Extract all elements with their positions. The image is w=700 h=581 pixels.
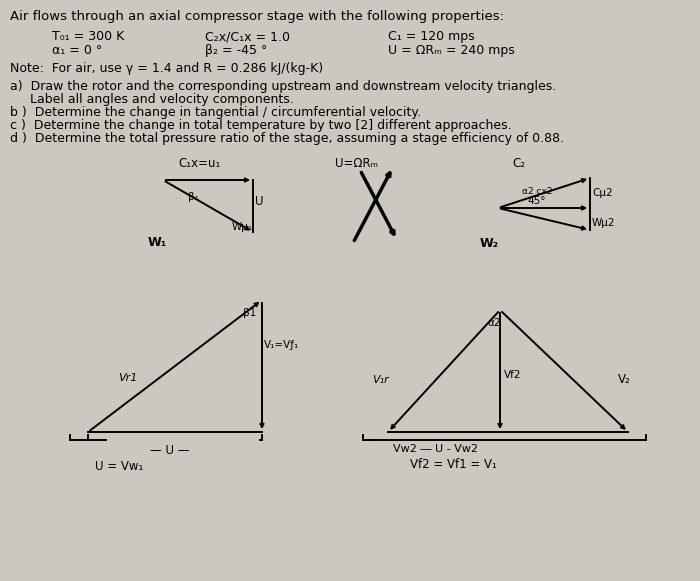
Text: T₀₁ = 300 K: T₀₁ = 300 K [52,30,125,43]
Text: — U —: — U — [150,444,190,457]
Text: V₂: V₂ [618,373,631,386]
Text: C₂x/C₁x = 1.0: C₂x/C₁x = 1.0 [205,30,290,43]
Text: 45°: 45° [527,196,545,206]
Text: Air flows through an axial compressor stage with the following properties:: Air flows through an axial compressor st… [10,10,504,23]
Text: Cμ2: Cμ2 [592,188,612,198]
Text: c )  Determine the change in total temperature by two [2] different approaches.: c ) Determine the change in total temper… [10,119,512,132]
Text: U=ΩRₘ: U=ΩRₘ [335,157,378,170]
Text: d )  Determine the total pressure ratio of the stage, assuming a stage efficienc: d ) Determine the total pressure ratio o… [10,132,564,145]
Text: α2 cx2: α2 cx2 [522,187,552,196]
Text: Note:  For air, use γ = 1.4 and R = 0.286 kJ/(kg-K): Note: For air, use γ = 1.4 and R = 0.286… [10,62,323,75]
Text: Vf2: Vf2 [504,370,522,380]
Text: C₁ = 120 mps: C₁ = 120 mps [388,30,475,43]
Text: U: U [255,195,263,208]
Text: β₂ = -45 °: β₂ = -45 ° [205,44,267,57]
Text: W₁: W₁ [148,236,167,249]
Text: V₁r: V₁r [372,375,389,385]
Text: Vw2 ― U - Vw2: Vw2 ― U - Vw2 [393,444,478,454]
Text: Label all angles and velocity components.: Label all angles and velocity components… [10,93,294,106]
Text: V₁=Vƒ₁: V₁=Vƒ₁ [264,340,300,350]
Text: a)  Draw the rotor and the corresponding upstream and downstream velocity triang: a) Draw the rotor and the corresponding … [10,80,556,93]
Text: Wμ₁: Wμ₁ [232,222,253,232]
Text: β1: β1 [243,308,256,318]
Text: b )  Determine the change in tangential / circumferential velocity.: b ) Determine the change in tangential /… [10,106,421,119]
Text: U = ΩRₘ = 240 mps: U = ΩRₘ = 240 mps [388,44,514,57]
Text: C₂: C₂ [512,157,525,170]
Text: α2: α2 [487,318,500,328]
Text: U = Vw₁: U = Vw₁ [95,460,144,473]
Text: W₂: W₂ [480,237,499,250]
Text: β₁: β₁ [188,192,199,202]
Text: α₁ = 0 °: α₁ = 0 ° [52,44,102,57]
Text: C₁x=u₁: C₁x=u₁ [178,157,220,170]
Text: Vf2 = Vf1 = V₁: Vf2 = Vf1 = V₁ [410,458,497,471]
Text: Vr1: Vr1 [118,373,137,383]
Text: Wμ2: Wμ2 [592,218,615,228]
